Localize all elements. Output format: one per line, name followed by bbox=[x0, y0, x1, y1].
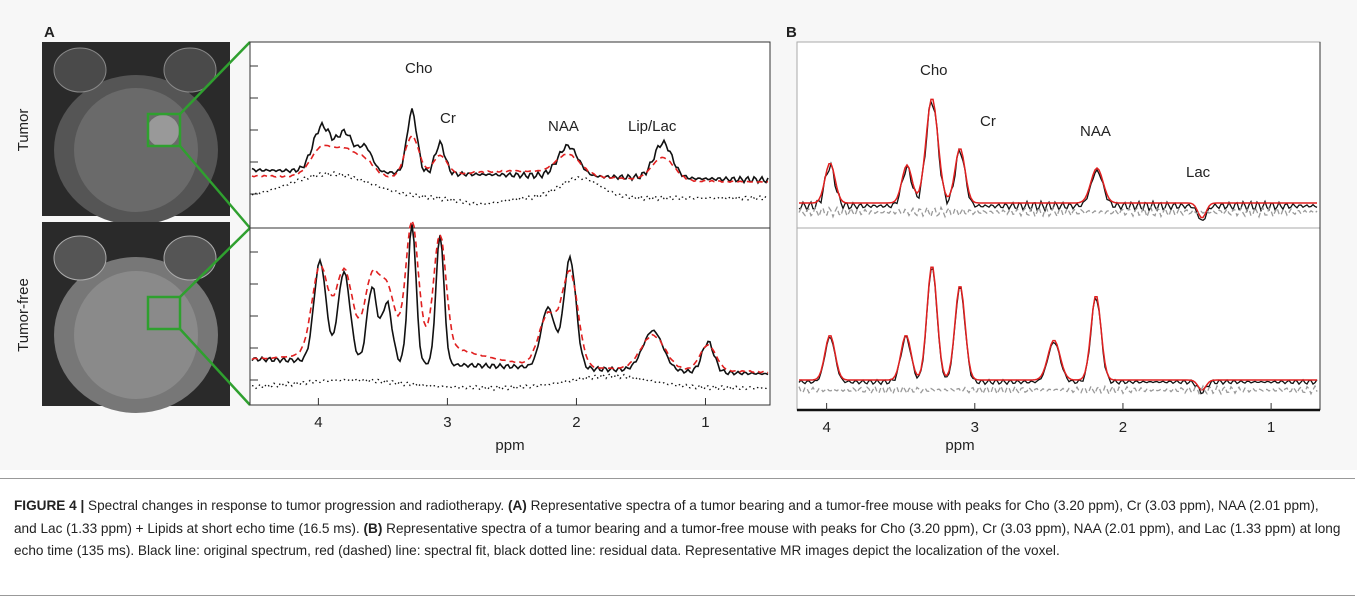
caption-text: Representative spectra of a tumor bearin… bbox=[14, 498, 1319, 536]
peak-label: Lac bbox=[1186, 164, 1211, 181]
spectrum-line bbox=[798, 384, 1318, 396]
x-tick-label: 3 bbox=[443, 414, 451, 431]
row-label: Tumor-free bbox=[15, 278, 32, 352]
x-tick-label: 3 bbox=[971, 419, 979, 436]
spectrum-line bbox=[799, 98, 1317, 219]
x-tick-label: 4 bbox=[822, 419, 830, 436]
spectrum-line bbox=[798, 99, 1318, 222]
caption-figure: FIGURE 4 | bbox=[14, 498, 85, 513]
mr-image bbox=[42, 42, 230, 225]
caption-ref: (B) bbox=[363, 520, 383, 536]
x-tick-label: 1 bbox=[1267, 419, 1275, 436]
row-label: Tumor bbox=[15, 109, 32, 152]
peak-label: Cho bbox=[405, 60, 433, 77]
spectrum-line bbox=[251, 108, 769, 185]
peak-label: Lip/Lac bbox=[628, 118, 677, 135]
panel-label: A bbox=[44, 24, 55, 41]
spectra bbox=[251, 98, 1318, 396]
panel-label: B bbox=[786, 24, 797, 41]
x-tick-label: 1 bbox=[701, 414, 709, 431]
peak-label: Cho bbox=[920, 62, 948, 79]
caption-ref: (A) bbox=[507, 498, 527, 513]
caption: FIGURE 4 | Spectral changes in response … bbox=[0, 478, 1355, 596]
x-tick-label: 2 bbox=[572, 414, 580, 431]
x-axis-label: ppm bbox=[495, 437, 524, 454]
figure: A B Tumor Tumor-free Cho Cr NAA Lip/Lac … bbox=[15, 24, 1321, 454]
spectrum-line bbox=[798, 205, 1318, 219]
spectrum-line bbox=[251, 217, 769, 374]
peak-label: Cr bbox=[440, 110, 456, 127]
y-ticks bbox=[250, 65, 258, 381]
x-tick-label: 2 bbox=[1119, 419, 1127, 436]
spectrum-line bbox=[799, 266, 1317, 391]
x-tick-label: 4 bbox=[314, 414, 322, 431]
peak-label: NAA bbox=[1080, 123, 1111, 140]
spectrum-line bbox=[251, 170, 769, 206]
mr-image bbox=[42, 222, 230, 413]
x-axis-label: ppm bbox=[945, 437, 974, 454]
caption-text: Representative spectra of a tumor bearin… bbox=[14, 520, 1341, 559]
spectrum-line bbox=[251, 134, 768, 184]
spectrum-line bbox=[251, 224, 769, 376]
caption-text: Spectral changes in response to tumor pr… bbox=[84, 498, 508, 513]
zoom-lines bbox=[179, 41, 251, 406]
peak-label: Cr bbox=[980, 113, 996, 130]
peak-label: NAA bbox=[548, 118, 579, 135]
